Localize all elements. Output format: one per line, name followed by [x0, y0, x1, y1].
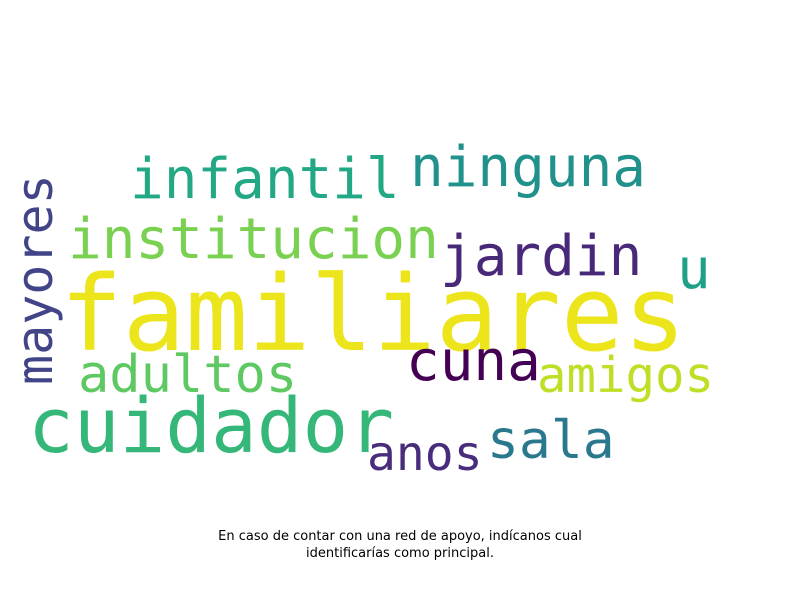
word-jardin: jardin [440, 224, 642, 289]
word-infantil: infantil [130, 147, 400, 212]
word-anos: anos [367, 426, 483, 482]
word-cuna: cuna [406, 329, 541, 394]
word-cuidador: cuidador [28, 381, 394, 470]
word-amigos: amigos [537, 347, 714, 404]
word-ninguna: ninguna [410, 135, 646, 200]
word-u: u [677, 237, 711, 302]
word-sala: sala [487, 410, 615, 471]
word-institucion: institucion [68, 207, 439, 272]
word-familiares: familiares [60, 253, 686, 375]
caption-line-1: En caso de contar con una red de apoyo, … [218, 529, 582, 544]
word-mayores: mayores [6, 174, 64, 385]
caption-line-2: identificarías como principal. [306, 546, 494, 561]
word-adultos: adultos [78, 345, 297, 405]
